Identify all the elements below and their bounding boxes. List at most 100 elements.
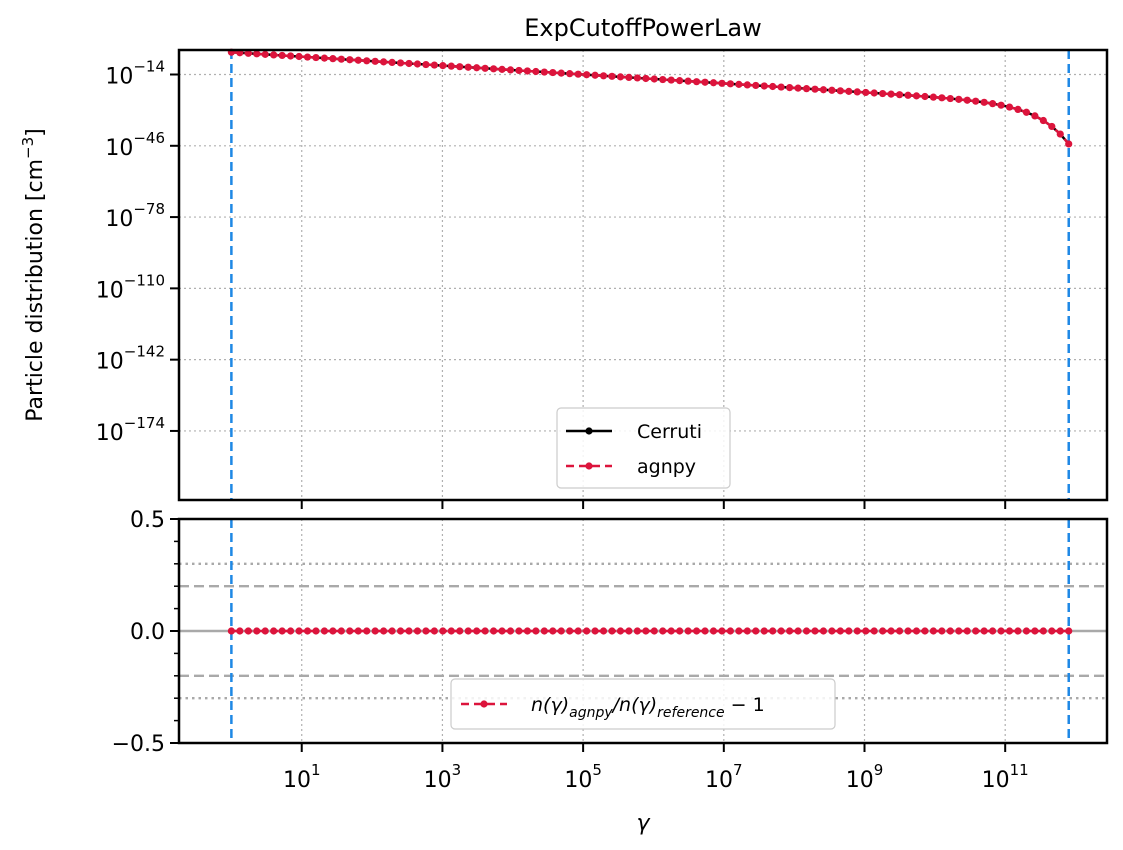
series-ratio-point	[430, 627, 438, 635]
series-agnpy-point	[439, 62, 447, 70]
series-ratio-point	[566, 627, 574, 635]
series-agnpy-point	[616, 73, 625, 81]
series-agnpy-point	[253, 50, 261, 58]
series-agnpy-point	[777, 83, 785, 91]
series-ratio-point	[1022, 627, 1031, 635]
bottom-y-tick-label: 0.5	[130, 508, 165, 533]
series-ratio-point	[371, 627, 379, 635]
tick-exp: −46	[133, 129, 165, 147]
series-agnpy-point	[692, 78, 701, 86]
series-ratio-point	[380, 627, 388, 635]
series-agnpy-point	[963, 96, 971, 104]
series-agnpy-point	[735, 80, 743, 88]
bottom-x-tick-label: 1011	[982, 761, 1029, 793]
bottom-legend-label: n(γ)agnpy/n(γ)reference − 1	[531, 694, 765, 721]
series-agnpy-point	[633, 74, 641, 82]
series-ratio-point	[439, 627, 447, 635]
bottom-x-tick-label: 101	[283, 761, 321, 793]
series-agnpy-point	[828, 86, 836, 94]
series-ratio-point	[980, 627, 988, 635]
series-ratio-point	[862, 627, 870, 635]
top-y-tick-label: 10−174	[96, 414, 165, 446]
series-agnpy-point	[667, 76, 675, 84]
series-ratio-point	[329, 627, 337, 635]
series-agnpy-point	[540, 68, 548, 76]
series-agnpy-point	[388, 58, 396, 67]
tick-base: 10	[105, 65, 133, 90]
series-agnpy-point	[802, 85, 811, 93]
series-ratio-point	[819, 627, 828, 635]
series-agnpy-point	[371, 57, 379, 65]
series-ratio-point	[887, 627, 895, 635]
legend-swatch-marker	[585, 462, 593, 470]
tick-base: 10	[846, 768, 874, 793]
legend-part: n(γ)	[531, 694, 569, 716]
series-agnpy-point	[498, 65, 506, 73]
series-agnpy-point	[701, 78, 709, 86]
top-y-tick-label: 10−78	[105, 200, 165, 232]
series-ratio-point	[227, 627, 235, 635]
series-agnpy-point	[270, 51, 278, 59]
tick-exp: −110	[124, 271, 165, 289]
series-ratio-point	[853, 627, 861, 635]
series-ratio-point	[464, 627, 472, 635]
series-agnpy-point	[473, 64, 481, 72]
series-agnpy-point	[1048, 122, 1056, 131]
series-agnpy-point	[396, 59, 405, 67]
y-axis-label-exp: −3	[19, 137, 37, 159]
series-agnpy-point	[650, 75, 658, 83]
series-ratio-point	[523, 627, 532, 635]
series-ratio-point	[836, 627, 844, 635]
series-ratio-point	[405, 627, 413, 635]
series-agnpy-point	[303, 53, 312, 61]
series-ratio-point	[769, 627, 777, 635]
series-agnpy-point	[515, 66, 523, 75]
series-ratio-point	[786, 627, 794, 635]
series-agnpy-point	[955, 95, 963, 103]
top-y-tick-label: 10−142	[96, 343, 165, 375]
top-legend: Cerruti agnpy	[556, 407, 731, 489]
series-ratio-point	[929, 627, 938, 635]
series-agnpy-point	[811, 85, 819, 93]
series-ratio-point	[718, 627, 726, 635]
series-ratio-point	[633, 627, 641, 635]
series-agnpy-point	[456, 63, 464, 71]
legend-entry-label: Cerruti	[637, 421, 702, 443]
series-agnpy-point	[464, 63, 472, 71]
series-agnpy-point	[769, 82, 777, 91]
series-ratio-point	[921, 627, 929, 635]
series-agnpy-point	[346, 56, 354, 64]
series-agnpy-point	[422, 60, 430, 69]
series-ratio-point	[676, 627, 684, 635]
series-ratio-point	[413, 627, 422, 635]
series-agnpy-point	[320, 54, 329, 62]
series-ratio-point	[1031, 627, 1039, 635]
series-agnpy-point	[413, 60, 422, 68]
legend-swatch-marker	[585, 427, 593, 435]
series-agnpy-point	[430, 61, 438, 69]
bottom-x-ticks: 101 103 105 107 109 1011	[283, 743, 1029, 793]
series-ratio-point	[557, 627, 565, 635]
series-agnpy-point	[532, 67, 540, 76]
bottom-y-tick-label: 0.0	[130, 620, 165, 645]
series-agnpy-point	[921, 92, 929, 101]
series-agnpy-point	[642, 74, 650, 83]
bottom-x-tick-label: 107	[705, 761, 743, 793]
top-grid	[179, 50, 1107, 500]
series-ratio-point	[320, 627, 329, 635]
series-ratio-point	[540, 627, 548, 635]
series-agnpy-point	[278, 51, 286, 60]
series-agnpy-point	[1056, 130, 1064, 138]
series-ratio-point	[481, 627, 489, 635]
series-agnpy-point	[853, 88, 861, 96]
series-agnpy-point	[354, 56, 362, 64]
series-agnpy-point	[1065, 140, 1073, 148]
series-agnpy-point	[506, 66, 515, 74]
series-agnpy-point	[718, 79, 726, 87]
series-ratio-point	[515, 627, 523, 635]
series-ratio-point	[473, 627, 481, 635]
series-agnpy-point	[786, 83, 794, 92]
x-axis-label: γ	[636, 811, 650, 836]
series-agnpy-point	[938, 94, 946, 102]
